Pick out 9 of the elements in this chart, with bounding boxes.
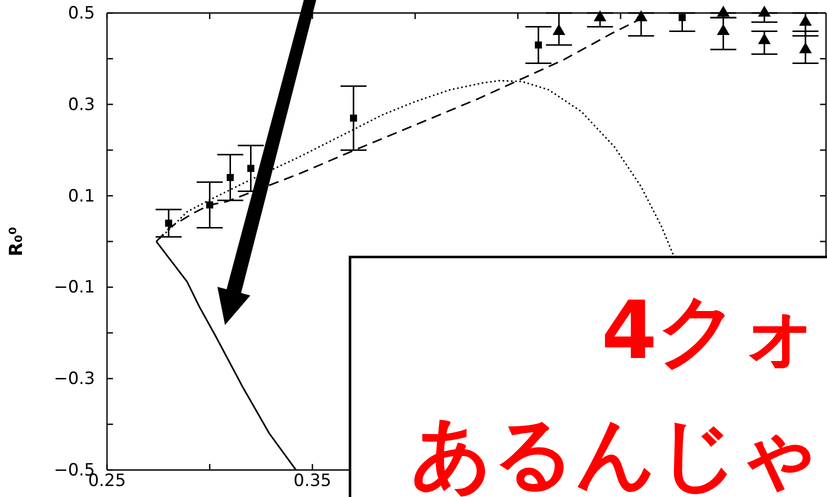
x-tick-label: 0.35 xyxy=(294,471,332,492)
y-tick-label: 0.5 xyxy=(68,3,95,24)
y-tick-label: −0.3 xyxy=(54,369,95,390)
y-tick-label: 0.1 xyxy=(68,186,95,206)
y-tick-label: −0.1 xyxy=(54,278,95,298)
annotation: あるんじゃ xyxy=(411,407,821,497)
annotation: 4クォ xyxy=(601,284,821,377)
y-tick-label: 0.3 xyxy=(68,94,95,115)
y-axis-title: R₀⁰ xyxy=(6,226,27,256)
